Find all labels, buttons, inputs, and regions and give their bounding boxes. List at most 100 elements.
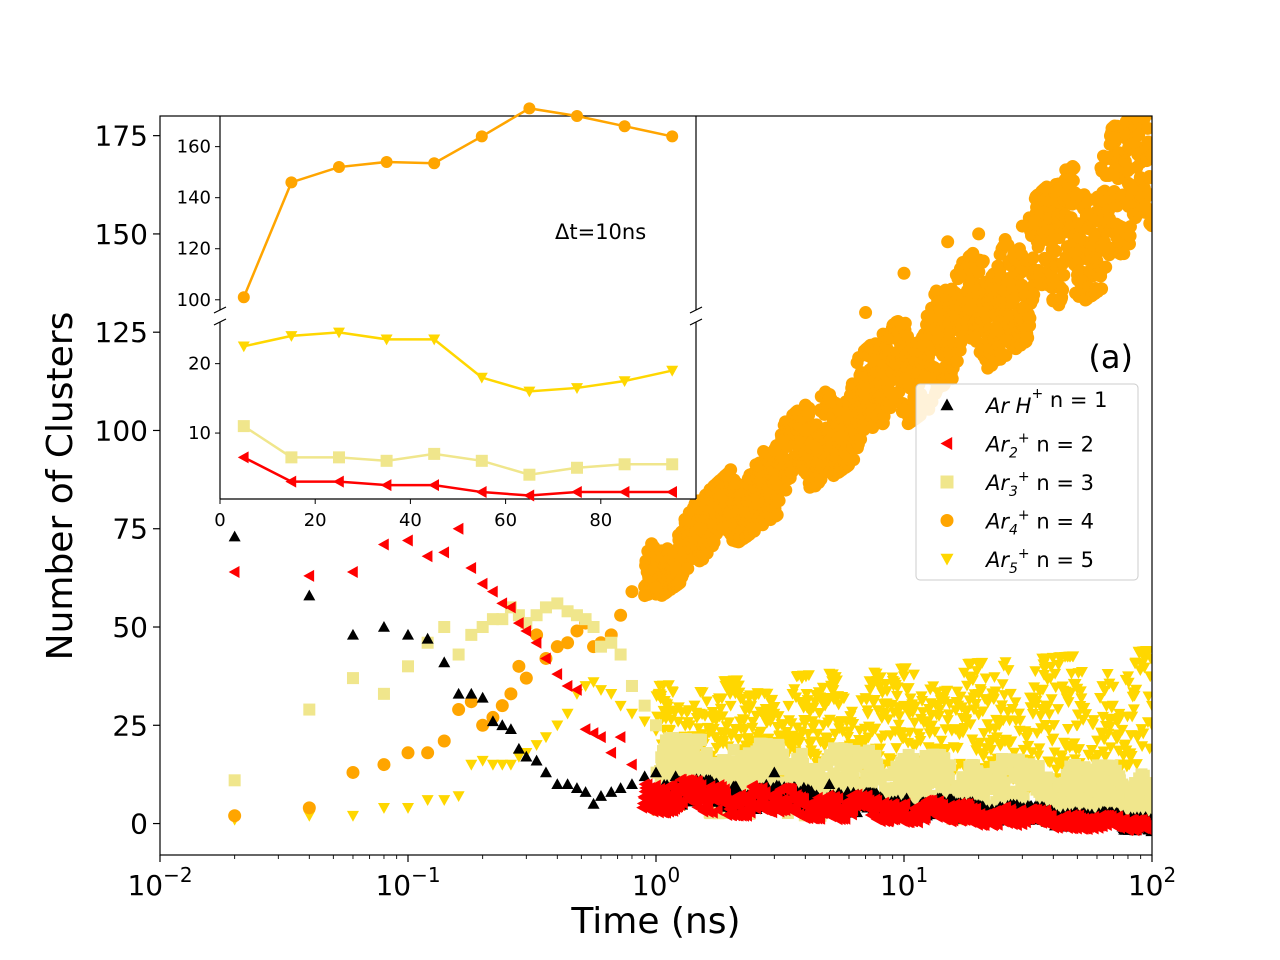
series-n4-point xyxy=(859,306,873,320)
series-n4-point xyxy=(649,581,663,595)
series-n5-band-point xyxy=(692,723,705,735)
series-n5-band-point xyxy=(1143,743,1152,755)
series-n1-point xyxy=(486,715,499,727)
series-n5-point xyxy=(1146,700,1152,712)
series-n5-band-point xyxy=(1104,742,1117,754)
series-n5-band-point xyxy=(782,700,795,712)
series-n5-band-point xyxy=(732,680,745,692)
series-n3-point xyxy=(669,738,682,751)
series-n4-point xyxy=(421,746,435,760)
series-n5-band-point xyxy=(832,699,845,711)
series-n1-point xyxy=(530,754,543,766)
series-n1-point xyxy=(476,691,489,703)
series-n5-band-point xyxy=(904,693,917,705)
series-n5-band-point xyxy=(1144,653,1152,665)
series-n5-band-point xyxy=(916,707,929,718)
series-n1-point xyxy=(539,766,552,778)
series-n4-band-point xyxy=(945,372,959,386)
series-n5-point xyxy=(551,720,564,732)
series-n5-point xyxy=(605,689,618,700)
series-n5-band-point xyxy=(1047,720,1060,731)
series-n5-band-point xyxy=(1029,666,1042,678)
series-n5-band-point xyxy=(739,740,752,752)
series-n5-band-point xyxy=(926,720,939,732)
series-n5-band-point xyxy=(931,687,944,699)
series-n5-band-point xyxy=(1122,677,1135,689)
series-n4-point xyxy=(897,266,911,280)
series-n5-band-point xyxy=(745,701,758,712)
series-n5-point xyxy=(638,716,651,728)
series-n5-band-point xyxy=(891,682,904,694)
series-n5-band-point xyxy=(766,694,779,706)
series-n1-point xyxy=(625,778,638,790)
series-n5-band-point xyxy=(1127,704,1140,716)
series-n5-band-point xyxy=(794,732,807,743)
series-n5-band-point xyxy=(1098,685,1111,697)
series-n5-band-point xyxy=(788,684,801,696)
series-n5-band-point xyxy=(1078,702,1091,714)
series-n4-point xyxy=(377,758,391,772)
series-n1-point xyxy=(465,687,478,699)
series-n5-band-point xyxy=(837,693,850,705)
series-n3-point xyxy=(650,719,662,732)
series-n2-band-point xyxy=(711,803,723,816)
series-n5-band-point xyxy=(1123,759,1136,771)
series-n4-band-point xyxy=(1142,169,1152,183)
series-n5-band-point xyxy=(970,666,983,677)
series-n4-band-point xyxy=(1056,283,1070,297)
series-n4-band-point xyxy=(1142,187,1152,201)
series-n3-point xyxy=(539,601,552,614)
series-n5-band-point xyxy=(696,687,709,699)
series-n5-band-point xyxy=(1094,692,1107,704)
series-n1-point xyxy=(605,786,618,797)
series-n5-point xyxy=(504,759,517,771)
series-n5-band-point xyxy=(1062,697,1075,708)
series-n1-point xyxy=(504,723,517,735)
series-n5-band-point xyxy=(1049,668,1062,680)
series-n5-point xyxy=(539,732,552,744)
series-n5-band-point xyxy=(907,669,920,681)
series-n5-point xyxy=(561,708,574,720)
series-n5-point xyxy=(693,708,706,720)
series-n5-band-point xyxy=(816,682,829,694)
series-n4-point xyxy=(669,561,683,575)
series-n5-band-point xyxy=(874,743,887,755)
series-n5-band-point xyxy=(868,694,881,706)
series-n5-band-point xyxy=(1071,709,1084,721)
series-n5-band-point xyxy=(892,719,905,731)
series-n5-band-point xyxy=(805,736,818,748)
series-n5-band-point xyxy=(841,731,854,743)
series-n5-point xyxy=(452,791,465,803)
series-n5-band-point xyxy=(1145,719,1152,730)
series-n5-band-point xyxy=(999,657,1012,669)
series-n5-band-point xyxy=(802,728,815,740)
series-n3-point xyxy=(614,648,627,661)
series-n4-point xyxy=(519,671,533,685)
series-n5-band-point xyxy=(1107,681,1120,693)
series-n5-band-point xyxy=(811,728,824,740)
series-n5-band-point xyxy=(1036,684,1049,696)
series-n5-band-point xyxy=(1074,686,1087,698)
series-n4-band-point xyxy=(1066,174,1080,188)
series-n4-band-point xyxy=(1123,229,1137,243)
series-n5-band-point xyxy=(954,691,967,703)
series-n5-band-point xyxy=(1052,704,1065,715)
series-n5-band-point xyxy=(700,696,713,708)
series-n5-point xyxy=(530,740,543,751)
series-n4-band-point xyxy=(1099,260,1113,274)
series-n5-band-point xyxy=(1040,703,1053,715)
series-n1-point xyxy=(594,790,607,801)
series-n5-band-point xyxy=(903,727,916,739)
series-n5-band-point xyxy=(941,685,954,697)
series-n5-band-point xyxy=(662,680,675,692)
series-n4-band-point xyxy=(1027,288,1041,302)
series-n5-band-point xyxy=(1048,747,1061,759)
series-n5-band-point xyxy=(890,690,903,702)
series-n5-band-point xyxy=(1045,661,1058,673)
series-n5-band-point xyxy=(1073,744,1086,755)
series-n4-point xyxy=(798,423,812,437)
series-n4-band-point xyxy=(1145,219,1152,233)
series-n5-band-point xyxy=(1025,747,1038,759)
series-n5-band-point xyxy=(940,743,953,755)
series-n5-band-point xyxy=(802,670,815,682)
